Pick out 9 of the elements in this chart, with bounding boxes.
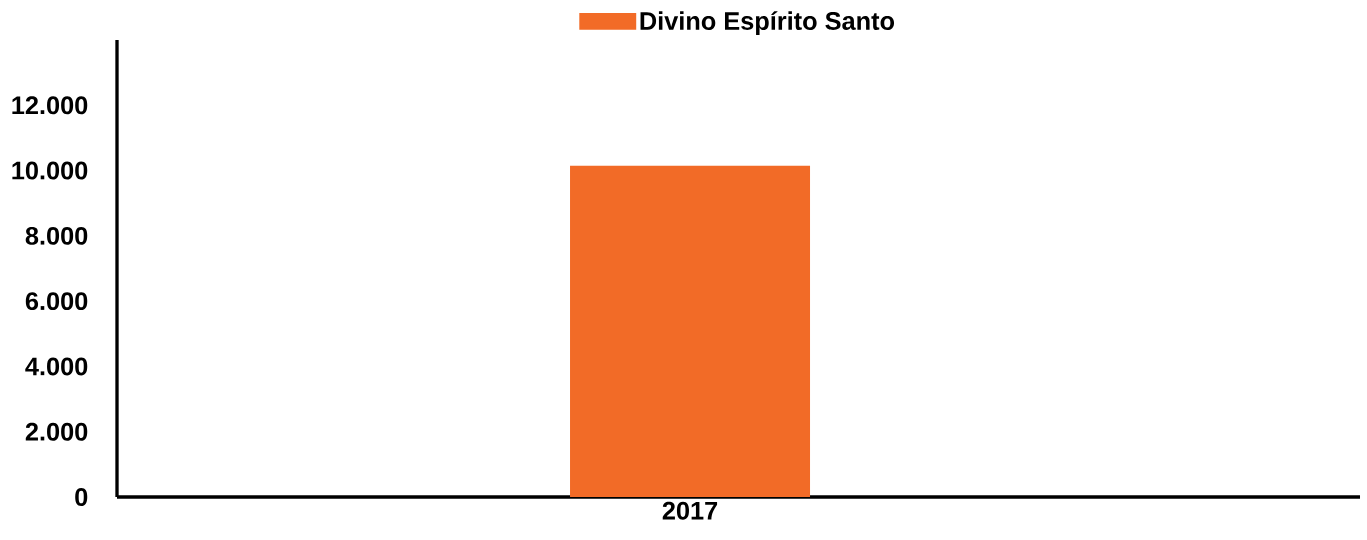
y-tick-label: 12.000	[12, 96, 88, 115]
x-tick-label: 2017	[662, 501, 718, 520]
y-tick-label: 4.000	[25, 357, 88, 376]
legend-label: Divino Espírito Santo	[640, 11, 895, 35]
y-tick-label: 8.000	[25, 226, 88, 245]
y-tick-label: 2.000	[25, 422, 88, 441]
y-tick-label: 6.000	[25, 292, 88, 311]
y-tick-label: 10.000	[12, 161, 88, 180]
y-tick-label: 0	[75, 488, 88, 506]
